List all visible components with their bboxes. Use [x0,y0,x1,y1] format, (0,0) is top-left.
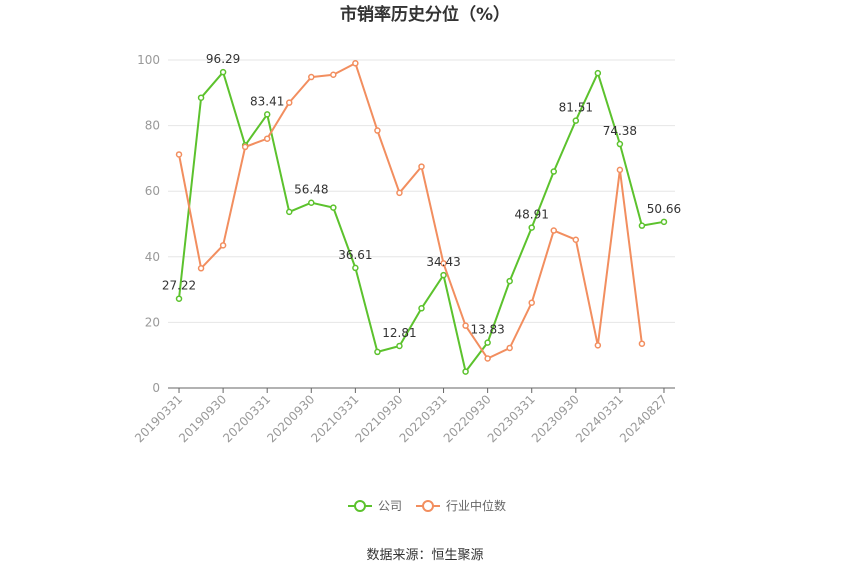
data-point [197,265,205,272]
data-point [219,242,227,249]
data-point [219,68,227,76]
data-label: 34.43 [426,255,460,269]
data-label: 81.51 [559,101,593,115]
data-point [418,305,425,312]
data-label: 27.22 [162,279,196,293]
data-point [308,73,315,81]
data-point [263,135,271,142]
data-point [285,208,293,216]
data-point [330,204,337,211]
data-point [374,348,381,356]
data-point [506,277,513,285]
x-axis: 2019033120190930202003312020093020210331… [132,387,675,445]
source-note: 数据来源：恒生聚源 [366,548,483,563]
data-point [197,94,205,101]
data-point [462,368,469,375]
data-point [550,168,558,175]
data-point [396,342,403,350]
data-point [285,99,293,106]
data-point [528,224,535,231]
data-point [616,140,624,148]
data-point [241,143,249,151]
chart-title: 市销率历史分位（%） [340,4,510,25]
data-label: 74.38 [603,124,637,138]
series-group [175,60,668,375]
series-line-0 [178,71,665,373]
data-point [418,163,425,170]
data-point [374,127,381,134]
data-point [396,189,403,197]
legend-swatch-marker [354,500,366,512]
data-label: 56.48 [294,183,328,197]
legend-label: 行业中位数 [446,498,506,513]
y-tick-label: 40 [145,250,160,264]
data-point [550,227,558,234]
data-labels: 27.22 96.29 83.41 56.48 36.61 12.81 34.43 13.83… [162,52,681,340]
y-axis: 0 20 40 60 80 100 [137,53,160,395]
data-point [175,151,183,158]
data-label: 36.61 [338,248,372,262]
data-point [638,340,646,347]
data-point [484,355,491,362]
data-point [352,60,359,67]
data-point [440,271,447,279]
data-point [308,199,315,206]
x-tick-label: 20240827 [617,392,670,445]
data-point [594,342,602,349]
y-tick-label: 0 [152,381,160,395]
data-label: 13.83 [470,323,504,337]
data-point [506,344,513,352]
data-label: 50.66 [647,202,681,216]
y-tick-label: 20 [145,315,160,329]
data-point [528,299,535,306]
series-line-1 [178,62,643,360]
y-tick-label: 60 [145,184,160,198]
data-label: 83.41 [250,94,284,108]
grid-lines [168,59,675,323]
legend[interactable]: 公司 行业中位数 [348,498,506,513]
data-point [616,166,624,174]
data-label: 48.91 [515,208,549,222]
legend-item-1[interactable]: 行业中位数 [416,498,506,513]
y-tick-label: 100 [137,53,160,67]
data-point [175,295,183,302]
data-point [638,222,646,229]
data-point [330,71,337,79]
data-point [484,339,491,346]
data-point [572,117,580,124]
data-point [572,236,580,243]
data-point [440,260,447,267]
data-point [263,111,271,118]
data-point [462,322,469,329]
legend-label: 公司 [378,499,402,513]
data-point [594,69,602,77]
legend-swatch-marker [422,500,434,512]
y-tick-label: 80 [145,119,160,133]
data-point [660,218,668,226]
data-label: 12.81 [382,326,416,340]
legend-item-0[interactable]: 公司 [348,499,402,513]
data-point [352,264,359,272]
data-label: 96.29 [206,52,240,66]
